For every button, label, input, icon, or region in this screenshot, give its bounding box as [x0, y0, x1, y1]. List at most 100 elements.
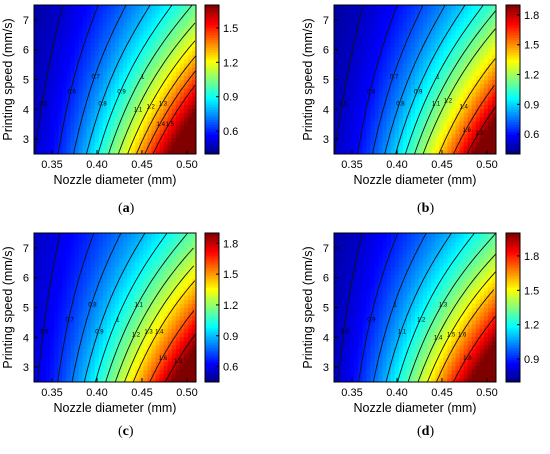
heatmap-cell: [184, 108, 189, 113]
heatmap-cell: [188, 303, 193, 308]
heatmap-cell: [34, 9, 39, 14]
heatmap-cell: [358, 26, 363, 31]
heatmap-cell: [443, 125, 448, 130]
heatmap-cell: [342, 26, 347, 31]
heatmap-cell: [184, 22, 189, 27]
heatmap-cell: [168, 320, 173, 325]
heatmap-cell: [111, 258, 116, 263]
heatmap-cell: [350, 241, 355, 246]
heatmap-cell: [346, 17, 351, 22]
heatmap-cell: [334, 26, 339, 31]
heatmap-cell: [160, 336, 165, 341]
heatmap-cell: [160, 108, 165, 113]
heatmap-cell: [75, 13, 80, 18]
heatmap-cell: [50, 117, 55, 122]
heatmap-cell: [151, 241, 156, 246]
heatmap-cell: [79, 254, 84, 259]
heatmap-cell: [147, 55, 152, 60]
heatmap-cell: [338, 254, 343, 259]
heatmap-cell: [350, 374, 355, 379]
heatmap-cell: [350, 303, 355, 308]
heatmap-cell: [107, 241, 112, 246]
heatmap-cell: [176, 291, 181, 296]
heatmap-cell: [34, 345, 39, 350]
heatmap-cell: [350, 336, 355, 341]
heatmap-cell: [427, 75, 432, 80]
heatmap-cell: [70, 9, 75, 14]
contour-label: 0.9: [95, 329, 104, 335]
heatmap-cell: [42, 5, 47, 10]
heatmap-cell: [460, 38, 465, 43]
heatmap-cell: [91, 142, 96, 147]
heatmap-cell: [407, 26, 412, 31]
heatmap-cell: [383, 63, 388, 68]
heatmap-cell: [143, 55, 148, 60]
heatmap-cell: [342, 146, 347, 151]
heatmap-cell: [70, 237, 75, 242]
heatmap-cell: [439, 30, 444, 35]
heatmap-cell: [107, 245, 112, 250]
heatmap-cell: [79, 42, 84, 47]
heatmap-cell: [362, 303, 367, 308]
heatmap-cell: [34, 353, 39, 358]
heatmap-cell: [151, 308, 156, 313]
heatmap-cell: [147, 291, 152, 296]
heatmap-cell: [188, 84, 193, 89]
heatmap-cell: [103, 146, 108, 151]
heatmap-cell: [95, 55, 100, 60]
heatmap-cell: [62, 361, 67, 366]
heatmap-cell: [334, 291, 339, 296]
heatmap-cell: [407, 17, 412, 22]
heatmap-cell: [115, 258, 120, 263]
y-tick-label: 6: [23, 273, 29, 285]
heatmap-cell: [95, 146, 100, 151]
heatmap-cell: [127, 80, 132, 85]
heatmap-cell: [147, 316, 152, 321]
heatmap-cell: [107, 22, 112, 27]
heatmap-cell: [443, 146, 448, 151]
heatmap-cell: [168, 129, 173, 134]
heatmap-cell: [151, 353, 156, 358]
heatmap-cell: [151, 34, 156, 39]
heatmap-cell: [370, 22, 375, 27]
heatmap-cell: [111, 17, 116, 22]
heatmap-cell: [488, 30, 493, 35]
heatmap-cell: [354, 59, 359, 64]
heatmap-cell: [366, 312, 371, 317]
heatmap-cell: [42, 113, 47, 118]
heatmap-cell: [350, 262, 355, 267]
heatmap-cell: [131, 262, 136, 267]
heatmap-cell: [75, 117, 80, 122]
heatmap-cell: [143, 361, 148, 366]
heatmap-cell: [358, 67, 363, 72]
heatmap-cell: [160, 274, 165, 279]
heatmap-cell: [34, 299, 39, 304]
heatmap-cell: [42, 374, 47, 379]
heatmap-cell: [58, 266, 63, 271]
heatmap-cell: [119, 63, 124, 68]
heatmap-cell: [119, 250, 124, 255]
heatmap-cell: [131, 370, 136, 375]
heatmap-cell: [346, 341, 351, 346]
heatmap-cell: [164, 308, 169, 313]
heatmap-cell: [164, 341, 169, 346]
heatmap-cell: [358, 55, 363, 60]
heatmap-cell: [42, 233, 47, 238]
heatmap-cell: [443, 17, 448, 22]
heatmap-cell: [83, 361, 88, 366]
heatmap-cell: [34, 26, 39, 31]
heatmap-cell: [38, 80, 43, 85]
heatmap-cell: [115, 270, 120, 275]
heatmap-cell: [34, 258, 39, 263]
heatmap-cell: [135, 295, 140, 300]
heatmap-cell: [447, 84, 452, 89]
heatmap-cell: [111, 374, 116, 379]
heatmap-cell: [423, 88, 428, 93]
heatmap-cell: [58, 345, 63, 350]
heatmap-cell: [91, 258, 96, 263]
heatmap-cell: [338, 5, 343, 10]
heatmap-cell: [131, 274, 136, 279]
heatmap-cell: [127, 55, 132, 60]
heatmap-cell: [456, 71, 461, 76]
